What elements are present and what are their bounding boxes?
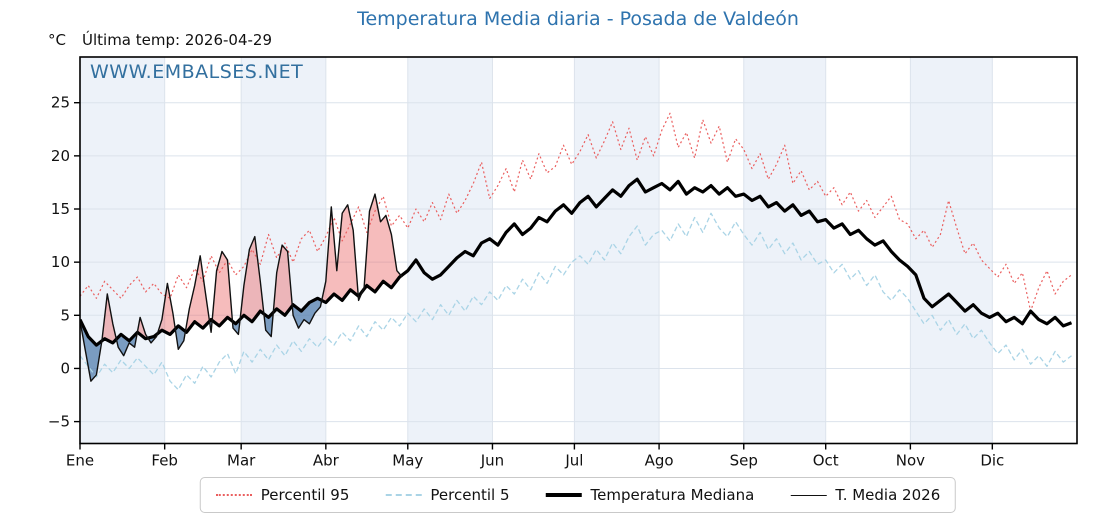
x-tick-label: Ago bbox=[645, 452, 674, 470]
legend-item-p95: Percentil 95 bbox=[215, 486, 350, 504]
legend-label-mediana: Temperatura Mediana bbox=[590, 486, 755, 504]
y-tick-label: 25 bbox=[51, 94, 70, 112]
fill-region-below bbox=[80, 319, 102, 382]
x-tick-label: Oct bbox=[813, 452, 839, 470]
page-title: Temperatura Media diaria - Posada de Val… bbox=[357, 8, 799, 30]
fill-region-above bbox=[362, 194, 402, 292]
legend-label-p5: Percentil 5 bbox=[430, 486, 510, 504]
x-tick-label: Ene bbox=[66, 452, 94, 470]
month-band bbox=[241, 57, 326, 444]
fill-region-above bbox=[321, 204, 359, 303]
fill-region-below bbox=[292, 299, 322, 329]
y-tick-label: 10 bbox=[51, 253, 70, 271]
x-tick-label: Sep bbox=[730, 452, 758, 470]
month-band bbox=[743, 57, 826, 444]
fill-region-above bbox=[101, 294, 117, 343]
legend: Percentil 95 Percentil 5 Temperatura Med… bbox=[199, 477, 957, 513]
p5-line bbox=[80, 212, 1072, 391]
p95-line bbox=[80, 112, 1072, 312]
month-bands bbox=[80, 57, 993, 444]
temperature-chart-page: −5 0 5 10 15 20 25 Ene Feb Mar Abr May Jun Jul Ago Sep O… bbox=[47, 8, 1078, 513]
x-tick-label: Mar bbox=[227, 452, 256, 470]
legend-label-t2026: T. Media 2026 bbox=[835, 486, 941, 504]
legend-item-t2026: T. Media 2026 bbox=[790, 486, 940, 504]
t2026-line-icon bbox=[790, 494, 827, 496]
legend-item-p5: Percentil 5 bbox=[385, 486, 509, 504]
y-tick-label: −5 bbox=[48, 413, 70, 431]
month-band bbox=[407, 57, 493, 444]
month-band bbox=[910, 57, 993, 444]
x-tick-label: May bbox=[392, 452, 423, 470]
watermark-text: WWW.EMBALSES.NET bbox=[90, 61, 304, 83]
last-temp-label: Última temp: 2026-04-29 bbox=[82, 31, 273, 49]
median-line-icon bbox=[545, 493, 582, 497]
x-tick-label: Jul bbox=[564, 452, 583, 470]
x-tick-label: Dic bbox=[980, 452, 1004, 470]
month-band bbox=[80, 57, 165, 444]
legend-item-mediana: Temperatura Mediana bbox=[545, 486, 754, 504]
fill-region-above bbox=[185, 255, 210, 330]
p95-line-icon bbox=[215, 494, 252, 496]
chart-canvas: −5 0 5 10 15 20 25 Ene Feb Mar Abr May Jun Jul Ago Sep O… bbox=[48, 56, 1078, 470]
plot-frame bbox=[79, 56, 1078, 445]
axis-ticks: −5 0 5 10 15 20 25 Ene Feb Mar Abr May Jun Jul Ago Sep O… bbox=[48, 94, 1004, 470]
fill-region-above bbox=[240, 236, 264, 320]
median-line bbox=[80, 177, 1073, 347]
x-tick-label: Jun bbox=[480, 452, 504, 470]
y-tick-label: 5 bbox=[60, 306, 70, 324]
y-tick-label: 15 bbox=[51, 200, 70, 218]
y-tick-label: 20 bbox=[51, 147, 70, 165]
x-tick-label: Nov bbox=[896, 452, 925, 470]
t2026-line bbox=[80, 193, 403, 382]
fill-region-above bbox=[273, 245, 293, 314]
legend-label-p95: Percentil 95 bbox=[260, 486, 350, 504]
p5-line-icon bbox=[385, 494, 422, 496]
plot-area bbox=[80, 112, 1073, 391]
y-tick-label: 0 bbox=[60, 359, 70, 377]
y-axis-unit-label: °C bbox=[48, 31, 66, 49]
x-tick-label: Feb bbox=[151, 452, 178, 470]
month-band bbox=[574, 57, 660, 444]
x-tick-label: Abr bbox=[313, 452, 340, 470]
